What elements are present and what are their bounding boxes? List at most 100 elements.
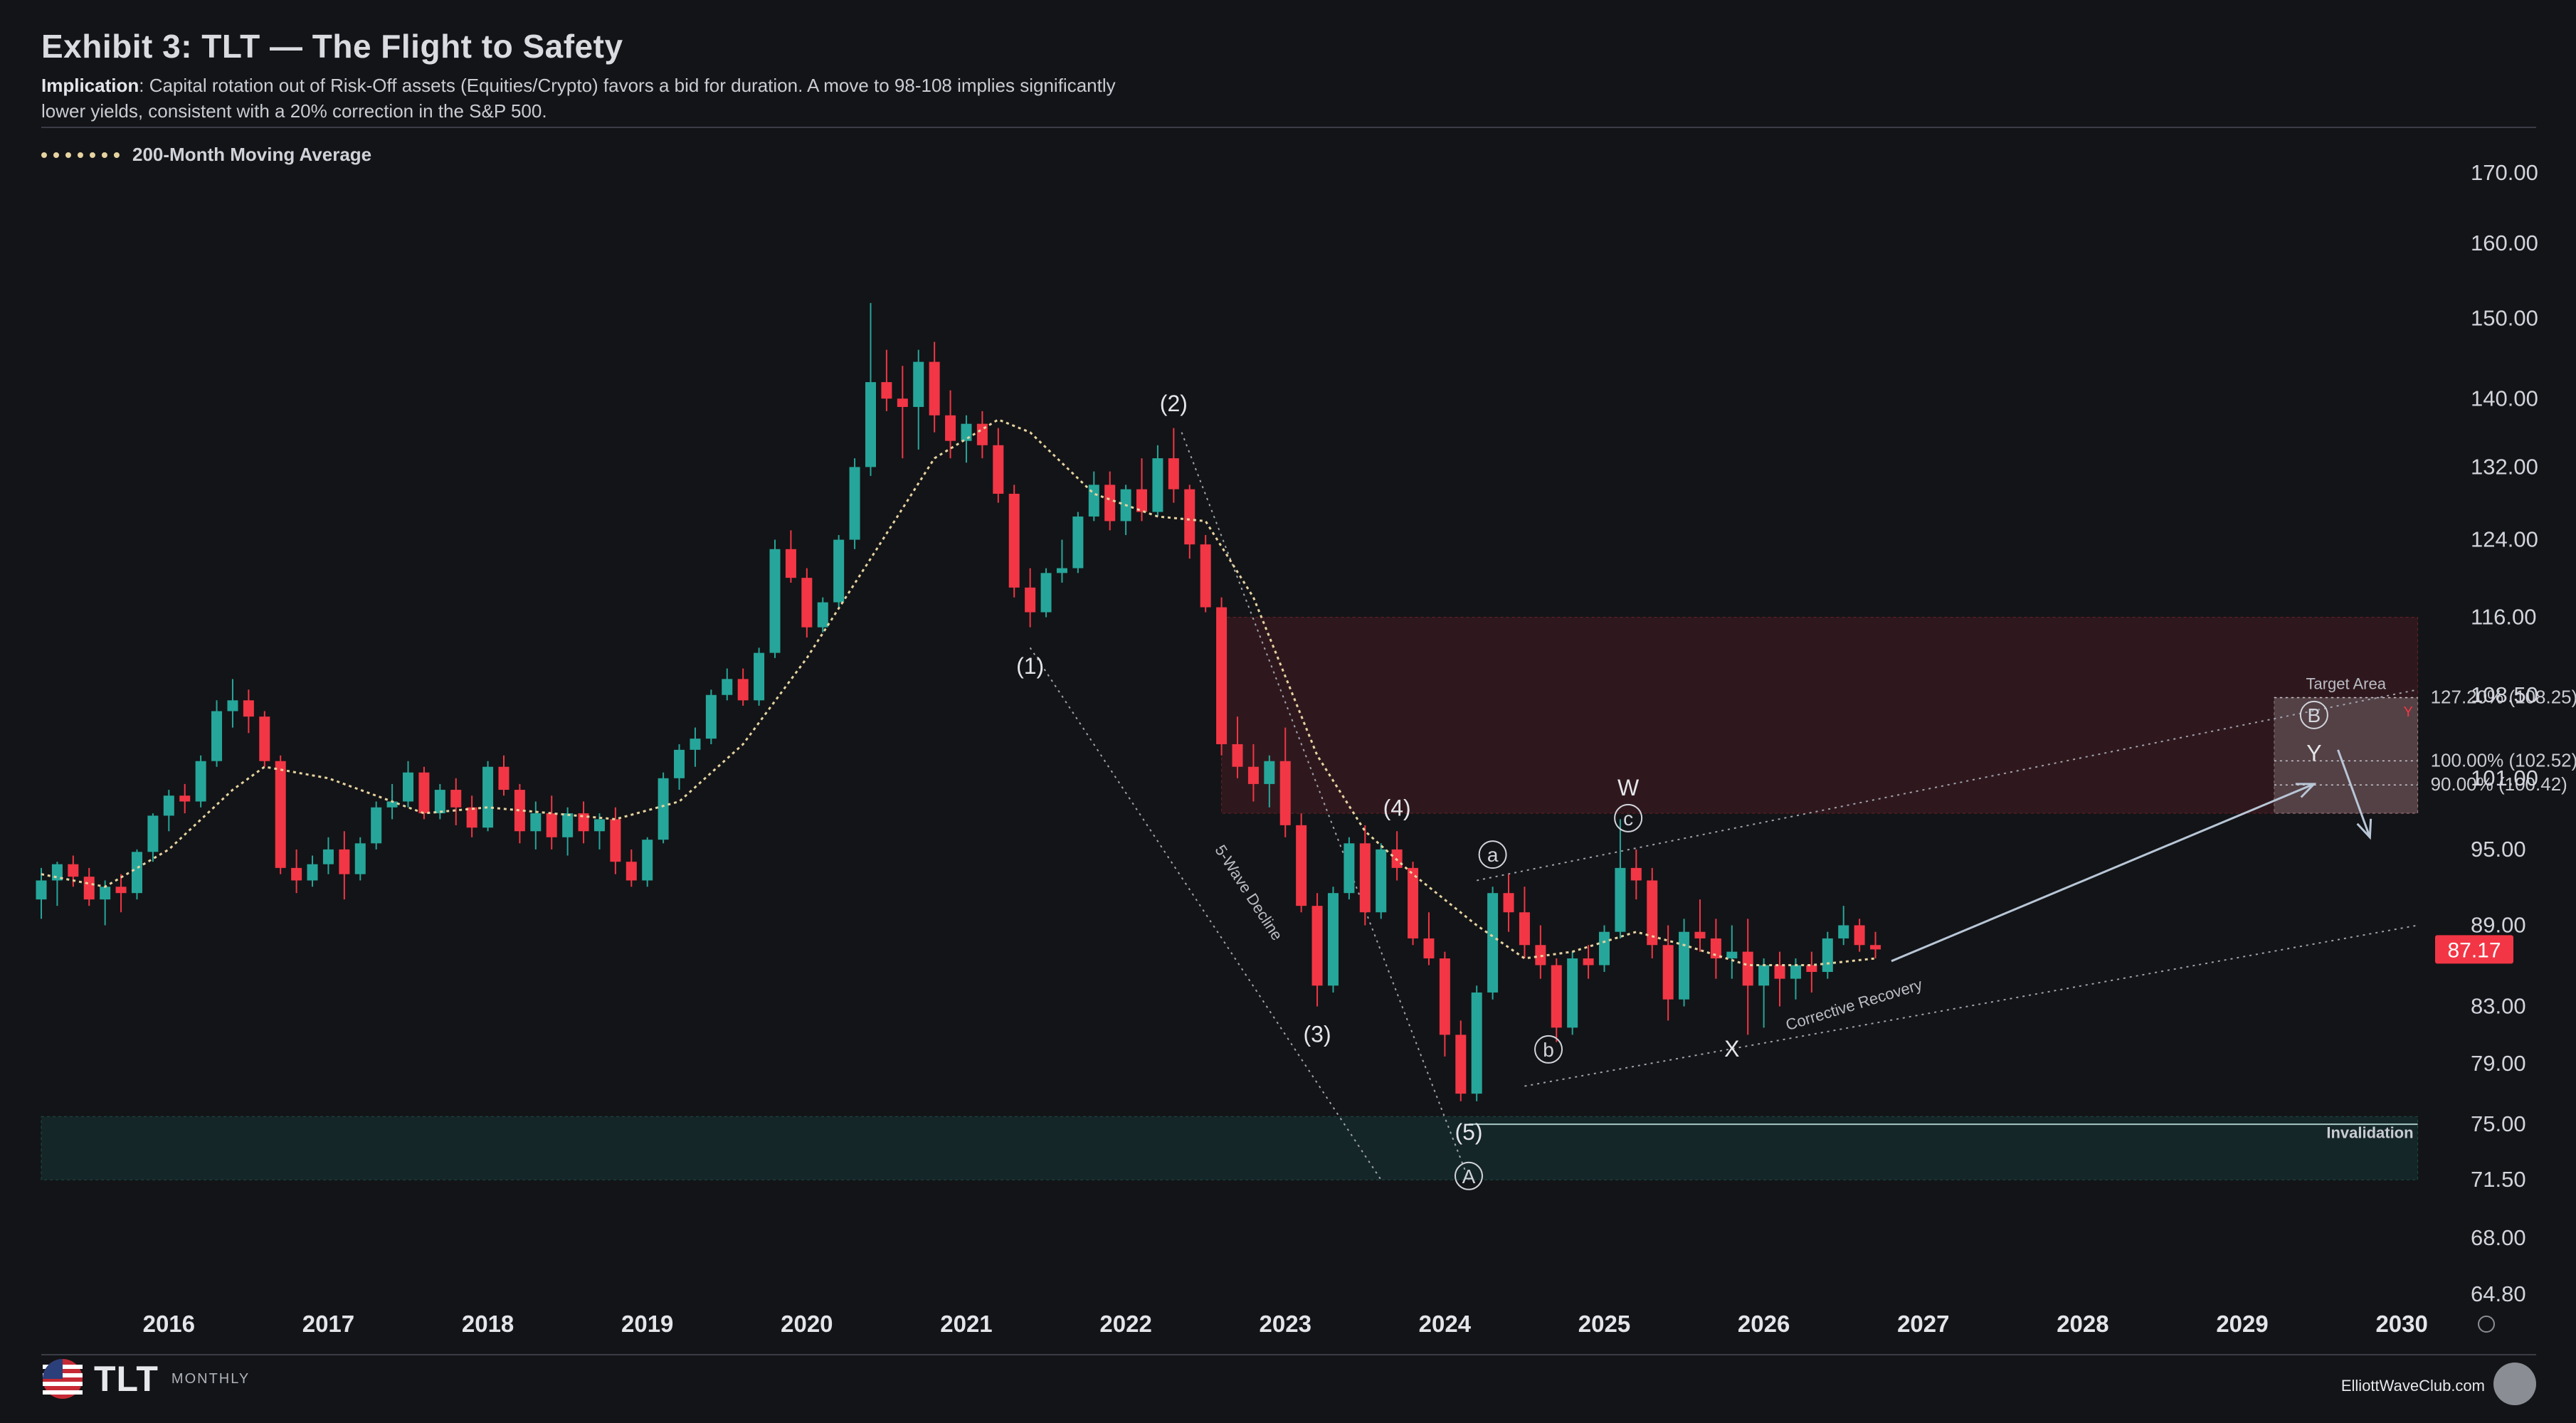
candle-body bbox=[1136, 489, 1148, 512]
candle-body bbox=[690, 739, 701, 750]
candle-body bbox=[976, 423, 988, 445]
y-tick-label: 124.00 bbox=[2471, 527, 2538, 552]
y-tick-label: 170.00 bbox=[2471, 160, 2538, 185]
last-price-label: 87.17 bbox=[2447, 938, 2501, 962]
candle-body bbox=[1726, 951, 1738, 959]
candle-body bbox=[1599, 931, 1610, 966]
wave-label: b bbox=[1543, 1039, 1554, 1061]
candle-body bbox=[115, 887, 127, 894]
candle-body bbox=[754, 652, 765, 701]
recovery-annotation: Corrective Recovery bbox=[1783, 975, 1924, 1034]
y-tick-label: 160.00 bbox=[2471, 231, 2538, 255]
settings-icon bbox=[2478, 1316, 2495, 1333]
candle-body bbox=[434, 790, 445, 814]
candle-body bbox=[1758, 965, 1770, 986]
candle-body bbox=[1376, 849, 1387, 913]
candle-body bbox=[163, 795, 174, 816]
y-tick-label: 71.50 bbox=[2471, 1167, 2526, 1192]
y-tick-label: 116.00 bbox=[2471, 605, 2537, 630]
chart-title: Exhibit 3: TLT — The Flight to Safety bbox=[41, 28, 623, 65]
candle-body bbox=[195, 761, 206, 802]
wave-label: (4) bbox=[1383, 795, 1411, 820]
projection-arrow-up-head bbox=[2295, 783, 2317, 798]
candle-body bbox=[498, 766, 510, 790]
candle-body bbox=[1694, 931, 1706, 938]
candle-body bbox=[562, 813, 574, 837]
candle-body bbox=[1679, 931, 1690, 1000]
candle-body bbox=[1742, 951, 1753, 986]
candle-body bbox=[466, 807, 477, 828]
candle-body bbox=[100, 887, 111, 900]
candle-body bbox=[403, 772, 414, 802]
y-tick-label: 64.80 bbox=[2471, 1281, 2526, 1306]
x-tick-label: 2017 bbox=[302, 1311, 354, 1337]
wave-label-circle bbox=[1478, 840, 1507, 869]
ticker-label: TLT bbox=[94, 1359, 159, 1399]
candle-body bbox=[1535, 945, 1546, 966]
candle-body bbox=[371, 807, 382, 844]
candle-body bbox=[961, 423, 972, 441]
y-axis: 170.00 160.00 150.00 140.00 132.00 124.00 116.… bbox=[2435, 160, 2538, 1306]
candle-body bbox=[1567, 958, 1578, 1028]
candle-body bbox=[354, 843, 366, 874]
projection-arrow-down bbox=[2337, 749, 2371, 838]
candle-body bbox=[291, 867, 302, 881]
zones-layer bbox=[41, 617, 2419, 1180]
brand: TLT MONTHLY bbox=[41, 1358, 250, 1400]
candle-body bbox=[1264, 761, 1275, 784]
x-tick-label: 2027 bbox=[1897, 1311, 1949, 1337]
chart-legend[interactable]: 200-Month Moving Average bbox=[41, 144, 371, 166]
target-area bbox=[2274, 697, 2419, 814]
candle-body bbox=[1216, 607, 1228, 744]
candle-body bbox=[578, 813, 589, 832]
wave-label: a bbox=[1487, 844, 1499, 866]
candle-body bbox=[610, 819, 621, 862]
candle-body bbox=[36, 880, 47, 900]
candle-body bbox=[1854, 925, 1865, 946]
wave-label: (5) bbox=[1455, 1119, 1482, 1145]
candle-body bbox=[1056, 568, 1067, 573]
candle-body bbox=[1838, 925, 1849, 938]
x-tick-label: 2021 bbox=[940, 1311, 992, 1337]
wave-label: X bbox=[1724, 1036, 1739, 1062]
x-tick-label: 2016 bbox=[143, 1311, 195, 1337]
x-tick-label: 2019 bbox=[621, 1311, 673, 1337]
candle-body bbox=[1822, 938, 1833, 973]
candle-body bbox=[418, 772, 430, 814]
candle-body bbox=[227, 700, 238, 712]
implication-label: Implication bbox=[41, 75, 139, 96]
candle-body bbox=[339, 849, 350, 874]
chart-header: Exhibit 3: TLT — The Flight to Safety Im… bbox=[41, 27, 2532, 124]
candle-body bbox=[1327, 893, 1339, 986]
candle-body bbox=[625, 862, 637, 881]
candle-body bbox=[68, 864, 79, 877]
candle-body bbox=[1790, 965, 1801, 979]
last-price-badge bbox=[2435, 935, 2513, 964]
candle-body bbox=[1806, 965, 1817, 973]
candle-body bbox=[1408, 867, 1419, 938]
wave-label-circle bbox=[1454, 1161, 1483, 1190]
y-tick-label: 95.00 bbox=[2471, 837, 2526, 862]
candle-body bbox=[1774, 965, 1785, 979]
footer-divider bbox=[41, 1354, 2536, 1355]
x-tick-label: 2030 bbox=[2375, 1311, 2427, 1337]
candle-body bbox=[1072, 516, 1084, 568]
candle-body bbox=[865, 382, 876, 467]
candle-body bbox=[705, 694, 717, 739]
ma-legend-swatch bbox=[41, 152, 120, 158]
candle-body bbox=[450, 790, 462, 808]
target-area-label: Target Area bbox=[2306, 675, 2386, 693]
x-tick-label: 2022 bbox=[1099, 1311, 1151, 1337]
target-y-marker: Y bbox=[2403, 704, 2412, 720]
candle-body bbox=[1311, 906, 1323, 986]
x-tick-label: 2024 bbox=[1419, 1311, 1472, 1337]
candle-body bbox=[1168, 458, 1179, 490]
fib-label: 127.20% (108.25) bbox=[2431, 687, 2576, 708]
candle-body bbox=[147, 815, 159, 852]
wave-label: W bbox=[1617, 775, 1640, 800]
candle-body bbox=[1025, 587, 1036, 613]
candle-body bbox=[945, 415, 956, 441]
implication-text: : Capital rotation out of Risk-Off asset… bbox=[41, 75, 1116, 122]
x-tick-label: 2029 bbox=[2216, 1311, 2268, 1337]
